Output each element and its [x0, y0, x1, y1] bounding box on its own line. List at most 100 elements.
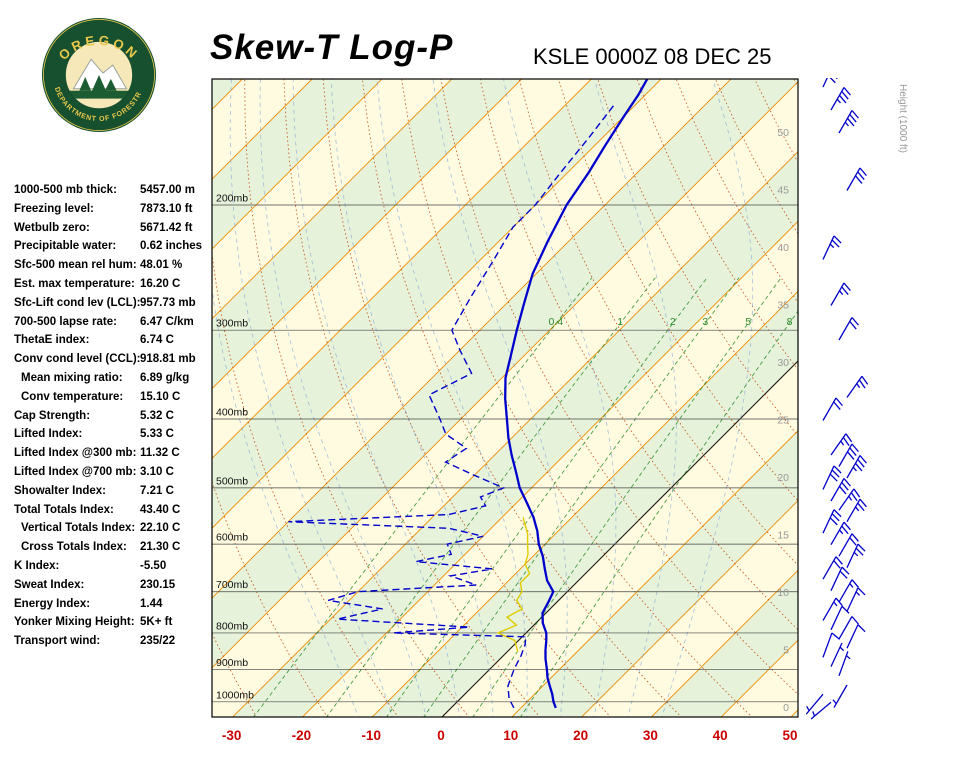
wind-barb — [830, 566, 843, 591]
stat-value: 43.40 C — [140, 503, 181, 516]
stat-row: Est. max temperature: 16.20 C — [14, 278, 214, 297]
stat-value: 5671.42 ft — [140, 221, 193, 234]
stat-value: 918.81 mb — [140, 353, 196, 366]
height-label: 10 — [777, 587, 789, 599]
wind-barb — [822, 397, 837, 421]
stat-label: Est. max temperature: — [14, 277, 135, 290]
stat-label: Wetbulb zero: — [14, 221, 90, 234]
height-label: 0 — [783, 702, 789, 714]
stat-row: Lifted Index @700 mb: 3.10 C — [14, 466, 214, 485]
height-label: 5 — [783, 645, 789, 657]
wind-barb — [830, 282, 845, 306]
page-title: Skew-T Log-P — [210, 28, 454, 67]
wind-barb — [830, 605, 843, 631]
pressure-label: 500mb — [216, 475, 248, 487]
wind-barb — [838, 443, 853, 467]
stat-label: ThetaE index: — [14, 334, 90, 347]
stat-row: 700-500 lapse rate: 6.47 C/km — [14, 316, 214, 335]
height-label: 50 — [777, 127, 789, 139]
stat-label: Conv cond level (CCL): — [14, 353, 141, 366]
temp-axis-tick: 10 — [503, 728, 518, 743]
wind-barb — [838, 110, 853, 134]
chart-border — [211, 78, 799, 718]
stat-label: Cap Strength: — [14, 409, 91, 422]
stat-value: 7873.10 ft — [140, 202, 193, 215]
wind-barb — [838, 488, 855, 511]
stat-label: Freezing level: — [14, 202, 94, 215]
stat-row: Sfc-500 mean rel hum: 48.01 % — [14, 259, 214, 278]
stat-value: 6.74 C — [140, 334, 174, 347]
stat-value: 22.10 C — [140, 522, 181, 535]
stat-value: 3.10 C — [140, 465, 174, 478]
wind-barb — [822, 597, 837, 621]
temp-axis-tick: -30 — [222, 728, 242, 743]
stat-label: Conv temperature: — [21, 390, 124, 403]
zero-isotherm — [441, 360, 798, 717]
stat-row: Cap Strength: 5.32 C — [14, 410, 214, 429]
logo-ground — [69, 90, 129, 99]
stat-row: Conv cond level (CCL): 918.81 mb — [14, 353, 214, 372]
pressure-label: 1000mb — [216, 689, 254, 701]
stat-value: 235/22 — [140, 635, 176, 648]
pressure-label: 800mb — [216, 620, 248, 632]
wind-barb — [830, 433, 847, 456]
stat-value: 5.33 C — [140, 428, 174, 441]
stat-label: Sfc-Lift cond lev (LCL): — [14, 296, 141, 309]
stat-value: 6.47 C/km — [140, 315, 194, 328]
stat-value: 6.89 g/kg — [140, 371, 190, 384]
wind-barb — [833, 684, 848, 708]
stat-row: Vertical Totals Index: 22.10 C — [14, 522, 214, 541]
wind-barb-column: Height (1000 ft) — [805, 78, 908, 720]
mixing-ratio-label: 0.4 — [548, 316, 563, 328]
wind-barb — [822, 235, 835, 260]
stat-value: 21.30 C — [140, 541, 181, 554]
temp-axis-tick: 50 — [782, 728, 797, 743]
stat-row: Sweat Index: 230.15 — [14, 579, 214, 598]
wind-barb — [838, 651, 849, 677]
stat-label: K Index: — [14, 559, 60, 572]
height-label: 40 — [777, 242, 789, 254]
stat-row: Cross Totals Index: 21.30 C — [14, 541, 214, 560]
height-axis-label: Height (1000 ft) — [897, 84, 908, 153]
stat-value: 15.10 C — [140, 390, 181, 403]
stat-row: Wetbulb zero: 5671.42 ft — [14, 222, 214, 241]
stat-row: Lifted Index @300 mb: 11.32 C — [14, 447, 214, 466]
stat-label: Sfc-500 mean rel hum: — [14, 259, 137, 272]
stat-label: Energy Index: — [14, 597, 91, 610]
stat-label: Lifted Index @300 mb: — [14, 447, 137, 460]
temp-axis-tick: 20 — [573, 728, 588, 743]
height-label: 35 — [777, 300, 789, 312]
temperature-trace — [504, 79, 649, 709]
logo-tree — [79, 76, 92, 91]
stat-label: 1000-500 mb thick: — [14, 184, 117, 196]
stat-label: Yonker Mixing Height: — [14, 616, 135, 629]
wind-barb — [846, 375, 863, 398]
stat-value: 5.32 C — [140, 409, 174, 422]
skewt-chart: 200mb 300mb 400mb 500mb 600mb 700mb 800mb 900mb… — [211, 78, 799, 743]
wind-barb — [830, 478, 845, 502]
temp-axis-tick: 30 — [643, 728, 658, 743]
temp-axis-tick: -10 — [361, 728, 381, 743]
temperature-axis: -30 -20 -10 0 10 20 30 40 50 — [222, 728, 798, 743]
stat-value: 11.32 C — [140, 447, 180, 460]
temp-axis-tick: 0 — [437, 728, 445, 743]
stat-value: 1.44 — [140, 597, 163, 610]
pressure-label: 900mb — [216, 657, 248, 669]
stat-row: ThetaE index: 6.74 C — [14, 334, 214, 353]
pressure-lines — [212, 204, 798, 703]
stat-label: Cross Totals Index: — [21, 541, 127, 554]
mixing-ratio-label: 5 — [745, 316, 751, 328]
stat-row: K Index: -5.50 — [14, 560, 214, 579]
pressure-label: 700mb — [216, 579, 248, 591]
wind-barb — [838, 579, 853, 603]
height-label: 15 — [777, 530, 789, 542]
odf-logo: OREGON DEPARTMENT OF FORESTRY — [41, 17, 157, 133]
wind-barb — [810, 701, 832, 720]
wind-barb — [822, 465, 835, 490]
pressure-label: 400mb — [216, 406, 248, 418]
stat-row: Lifted Index: 5.33 C — [14, 428, 214, 447]
wind-barb — [805, 693, 824, 715]
stat-label: Total Totals Index: — [14, 503, 114, 516]
height-label: 25 — [777, 415, 789, 427]
